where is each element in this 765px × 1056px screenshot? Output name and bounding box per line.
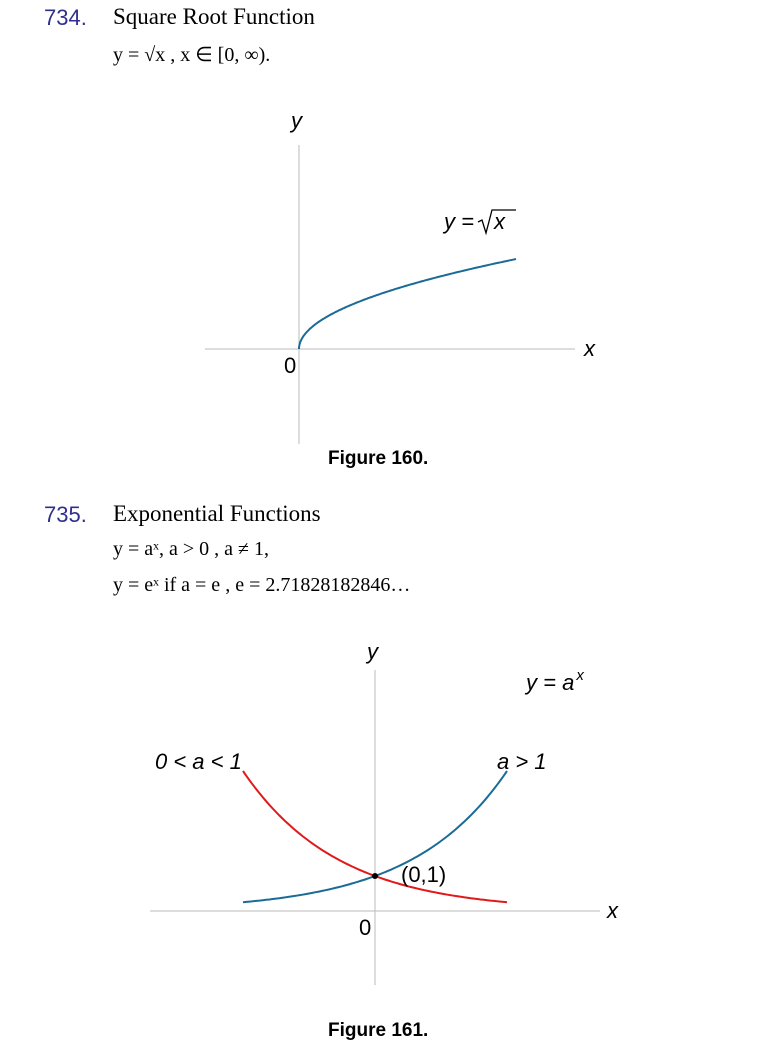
section-title-square-root: Square Root Function [113,4,315,29]
formula-natural-exponential: y = eˣ if a = e , e = 2.71828182846… [113,574,411,596]
formula-exponential: y = aˣ, a > 0 , a ≠ 1, [113,538,269,560]
fig161-y-label: y [365,639,380,664]
section-number-735: 735. [44,502,87,527]
fig161-curve-label-base: y = a [524,670,574,695]
fig160-curve-label: y = x [442,209,516,236]
fig160-origin-label: 0 [284,353,296,378]
figure-161-caption: Figure 161. [328,1020,429,1041]
fig161-x-label: x [606,898,619,923]
fig160-sqrt-curve [298,258,517,349]
fig160-y-label: y [289,108,304,133]
fig160-curve-label-radicand: x [493,209,506,234]
fig161-right-label: a > 1 [497,749,547,774]
fig160-radical-sign [477,209,516,236]
fig161-intersection-point [372,873,378,879]
figure-160: y x 0 y = x [205,108,596,444]
fig161-point-label: (0,1) [401,862,446,887]
figure-160-caption: Figure 160. [328,448,429,469]
fig160-curve-label-lhs: y = [442,209,474,234]
section-title-exponential: Exponential Functions [113,501,321,526]
fig161-left-label: 0 < a < 1 [155,749,242,774]
section-number-734: 734. [44,5,87,30]
fig160-x-label: x [583,336,596,361]
fig161-curve-label-exp: x [575,667,584,684]
fig161-origin-label: 0 [359,915,371,940]
formula-square-root: y = √x , x ∈ [0, ∞). [113,44,271,66]
